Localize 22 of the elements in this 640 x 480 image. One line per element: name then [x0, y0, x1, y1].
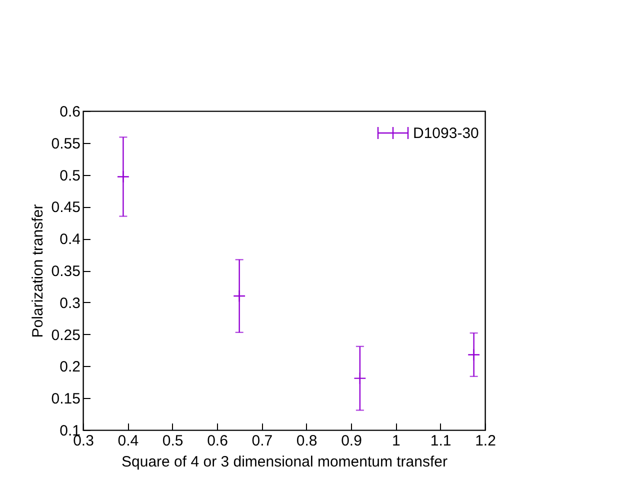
x-tick-label: 0.5 — [162, 432, 184, 450]
y-tick-label: 0.4 — [60, 231, 80, 248]
y-tick-label: 0.35 — [51, 263, 80, 280]
y-tick-label: 0.5 — [60, 167, 80, 184]
y-tick-label: 0.45 — [51, 199, 80, 216]
x-tick-label: 0.9 — [341, 432, 362, 450]
legend-label: D1093-30 — [413, 125, 479, 142]
x-tick-label: 1 — [392, 432, 400, 450]
x-tick-label: 0.6 — [207, 432, 228, 450]
y-axis-title: Polarization transfer — [29, 204, 46, 338]
x-axis-title: Square of 4 or 3 dimensional momentum transfer — [122, 454, 448, 470]
y-tick-label: 0.15 — [51, 390, 80, 408]
y-tick-label: 0.3 — [60, 294, 80, 312]
x-tick-label: 1.1 — [430, 432, 452, 450]
y-tick-label: 0.25 — [51, 326, 80, 344]
x-tick-label: 0.4 — [118, 432, 139, 450]
x-tick-label: 0.7 — [252, 432, 273, 450]
y-tick-label: 0.6 — [60, 104, 80, 120]
x-tick-label: 0.8 — [296, 432, 318, 450]
x-tick-label: 1.2 — [475, 432, 496, 450]
y-tick-label: 0.2 — [60, 358, 80, 376]
y-tick-label: 0.55 — [51, 135, 80, 152]
